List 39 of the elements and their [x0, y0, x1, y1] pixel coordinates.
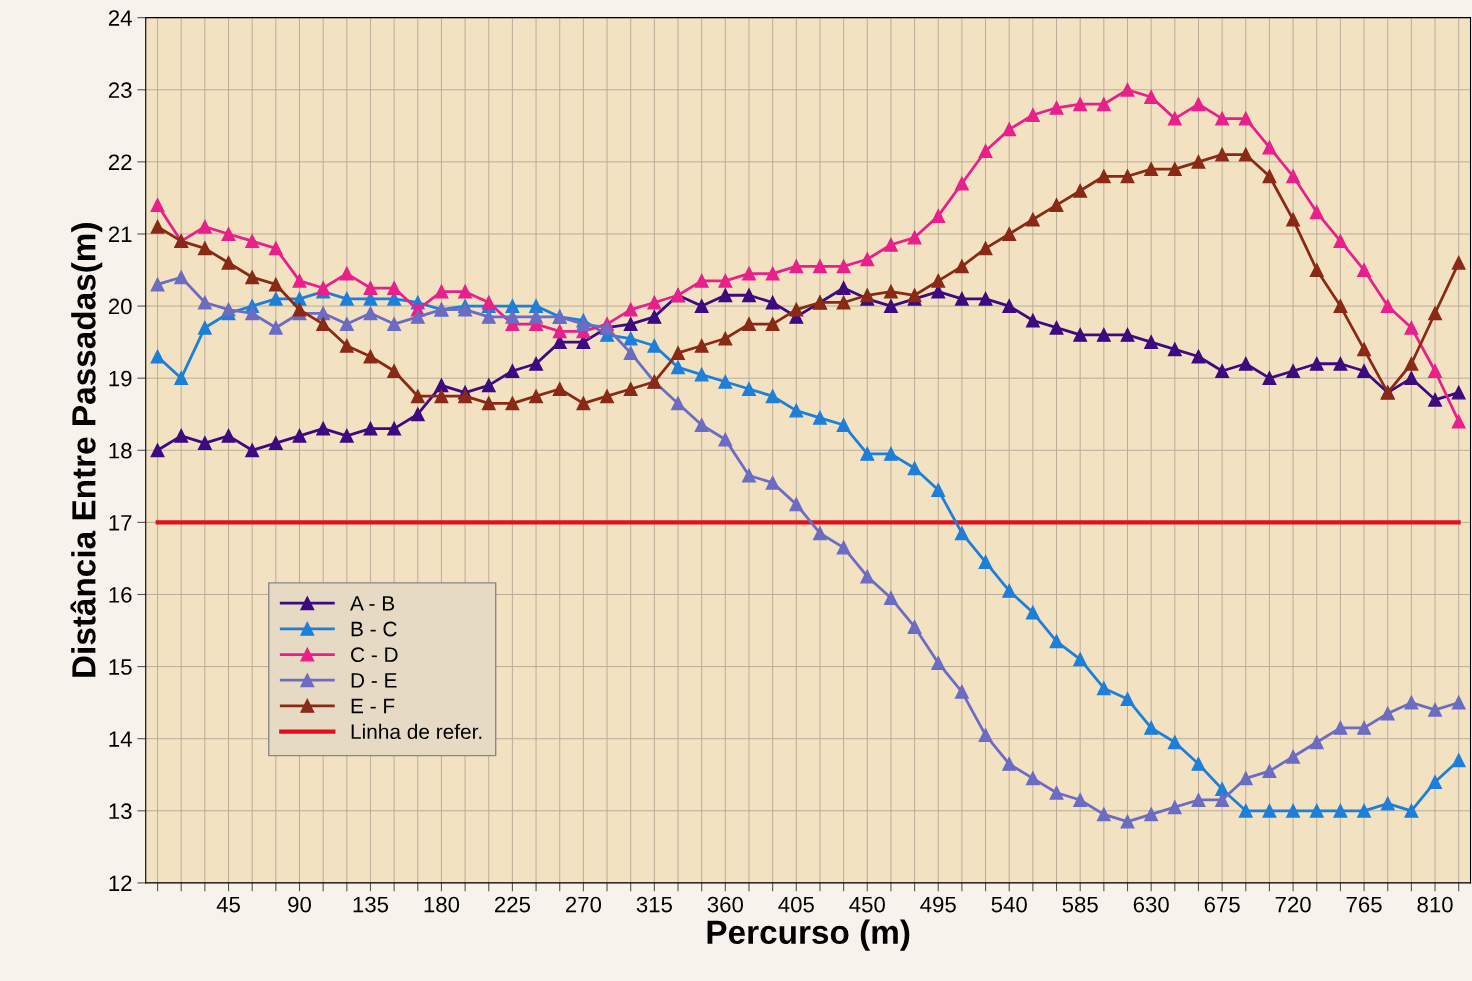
x-tick-label: 45: [216, 896, 240, 913]
x-tick-label: 135: [353, 896, 389, 913]
legend-label: D - E: [351, 673, 397, 688]
y-tick-label: 18: [109, 442, 132, 459]
legend-label: Linha de refer.: [351, 723, 482, 740]
x-tick-label: 540: [991, 896, 1027, 913]
y-tick-label: 14: [109, 731, 132, 747]
x-tick-label: 720: [1275, 896, 1311, 913]
y-tick-label: 23: [108, 82, 132, 99]
x-tick-label: 405: [778, 896, 814, 913]
x-tick-label: 585: [1062, 896, 1098, 913]
x-tick-label: 675: [1204, 896, 1240, 913]
x-tick-label: 630: [1133, 896, 1169, 913]
x-tick-label: 450: [849, 896, 885, 913]
y-tick-label: 16: [109, 587, 132, 603]
x-tick-label: 180: [424, 896, 460, 913]
x-tick-label: 90: [288, 896, 311, 913]
y-tick-label: 13: [109, 803, 132, 820]
legend-label: A - B: [350, 596, 395, 611]
legend-label: E - F: [351, 698, 395, 714]
x-axis-title: Percurso (m): [707, 919, 910, 951]
y-tick-label: 17: [109, 515, 132, 531]
y-tick-label: 24: [108, 10, 132, 26]
y-tick-label: 22: [108, 154, 132, 170]
legend-label: C - D: [351, 647, 398, 663]
x-tick-label: 495: [920, 896, 956, 913]
x-tick-label: 360: [707, 896, 743, 913]
y-tick-label: 19: [109, 370, 132, 387]
y-tick-label: 20: [108, 298, 132, 315]
y-axis-title: Distância Entre Passadas(m): [70, 223, 103, 677]
y-tick-label: 15: [109, 659, 132, 675]
x-tick-label: 315: [636, 896, 672, 913]
y-tick-label: 12: [109, 875, 132, 891]
x-tick-label: 225: [495, 896, 531, 913]
x-tick-label: 810: [1417, 896, 1453, 913]
x-tick-label: 270: [565, 896, 602, 913]
y-tick-label: 21: [108, 226, 132, 243]
x-tick-label: 765: [1346, 896, 1382, 913]
legend-label: B - C: [351, 621, 397, 637]
